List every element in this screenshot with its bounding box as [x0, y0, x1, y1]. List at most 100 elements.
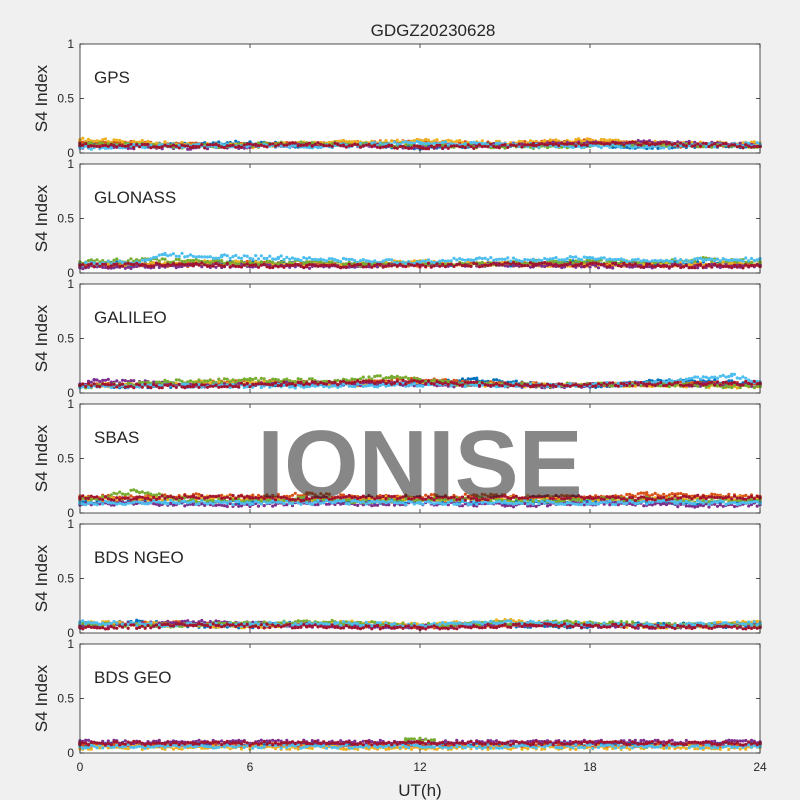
data-point [222, 377, 227, 381]
data-point [112, 138, 116, 142]
data-point [214, 142, 218, 146]
data-point [613, 144, 618, 148]
data-point [588, 265, 592, 269]
data-point [188, 379, 193, 383]
data-point [460, 144, 465, 149]
data-point [174, 263, 178, 267]
data-point [653, 258, 657, 263]
data-point [373, 374, 377, 379]
data-point [217, 144, 221, 148]
data-point [86, 144, 91, 149]
data-point [452, 264, 456, 268]
data-point [407, 384, 411, 388]
data-point [177, 257, 181, 262]
data-point [120, 264, 125, 268]
data-point [650, 142, 654, 146]
data-point [381, 143, 385, 147]
data-point [514, 379, 518, 383]
data-point [92, 139, 96, 143]
data-point [84, 142, 88, 146]
data-point [140, 258, 144, 262]
data-point [585, 143, 589, 147]
data-point [245, 254, 249, 258]
data-point [551, 264, 555, 268]
data-point [630, 263, 635, 267]
data-point [543, 143, 547, 147]
data-point [503, 146, 507, 150]
data-point [404, 140, 408, 144]
data-point [307, 377, 312, 381]
data-point [744, 263, 748, 267]
data-point [701, 258, 706, 262]
data-point [398, 376, 402, 380]
data-point [146, 139, 150, 143]
data-point [489, 256, 493, 260]
data-point [710, 265, 714, 269]
data-point [239, 145, 244, 149]
data-point [169, 260, 173, 264]
data-point [180, 140, 184, 144]
data-point [543, 256, 547, 261]
data-point [619, 264, 623, 268]
data-point [679, 143, 683, 147]
data-point [265, 256, 269, 261]
data-point [288, 257, 292, 261]
data-point [704, 385, 708, 389]
data-point [679, 258, 683, 262]
data-point [475, 141, 479, 145]
data-point [664, 142, 669, 146]
data-point [109, 142, 113, 147]
data-point [214, 256, 218, 260]
data-point [681, 265, 686, 269]
data-point [628, 265, 632, 269]
data-point [231, 255, 235, 259]
data-point [656, 146, 660, 150]
data-point [409, 146, 414, 150]
data-point [738, 141, 742, 145]
data-point [239, 259, 244, 263]
data-point [387, 262, 391, 266]
data-point [741, 259, 745, 263]
data-point [735, 145, 739, 149]
data-point [149, 383, 153, 387]
data-point [752, 386, 756, 390]
data-point [336, 142, 340, 147]
data-point [288, 263, 292, 268]
data-point [548, 141, 552, 146]
data-point [375, 145, 380, 149]
data-point [293, 380, 297, 384]
data-point [426, 138, 431, 142]
data-point [299, 143, 303, 147]
data-point [741, 266, 745, 270]
data-point [483, 256, 487, 260]
data-point [262, 256, 266, 260]
data-point [180, 143, 184, 147]
data-point [650, 264, 654, 268]
data-point [747, 259, 751, 263]
data-point [228, 261, 232, 265]
data-point [477, 143, 482, 147]
data-point [466, 377, 470, 381]
data-point [574, 138, 578, 142]
data-point [676, 144, 680, 148]
data-point [197, 255, 201, 259]
data-point [344, 145, 348, 149]
data-point [469, 141, 473, 145]
data-point [310, 257, 314, 262]
data-point [611, 140, 615, 144]
data-point [203, 379, 207, 383]
data-point [310, 384, 314, 388]
data-point [174, 257, 178, 261]
data-point [129, 266, 133, 270]
data-point [245, 262, 249, 266]
data-point [364, 384, 368, 388]
data-point [339, 139, 343, 143]
data-point [92, 261, 96, 265]
data-point [472, 376, 476, 381]
data-point [565, 263, 569, 267]
data-point [242, 254, 246, 258]
data-point [727, 264, 731, 269]
data-point [401, 260, 405, 264]
data-point [574, 263, 578, 267]
data-point [486, 258, 490, 262]
